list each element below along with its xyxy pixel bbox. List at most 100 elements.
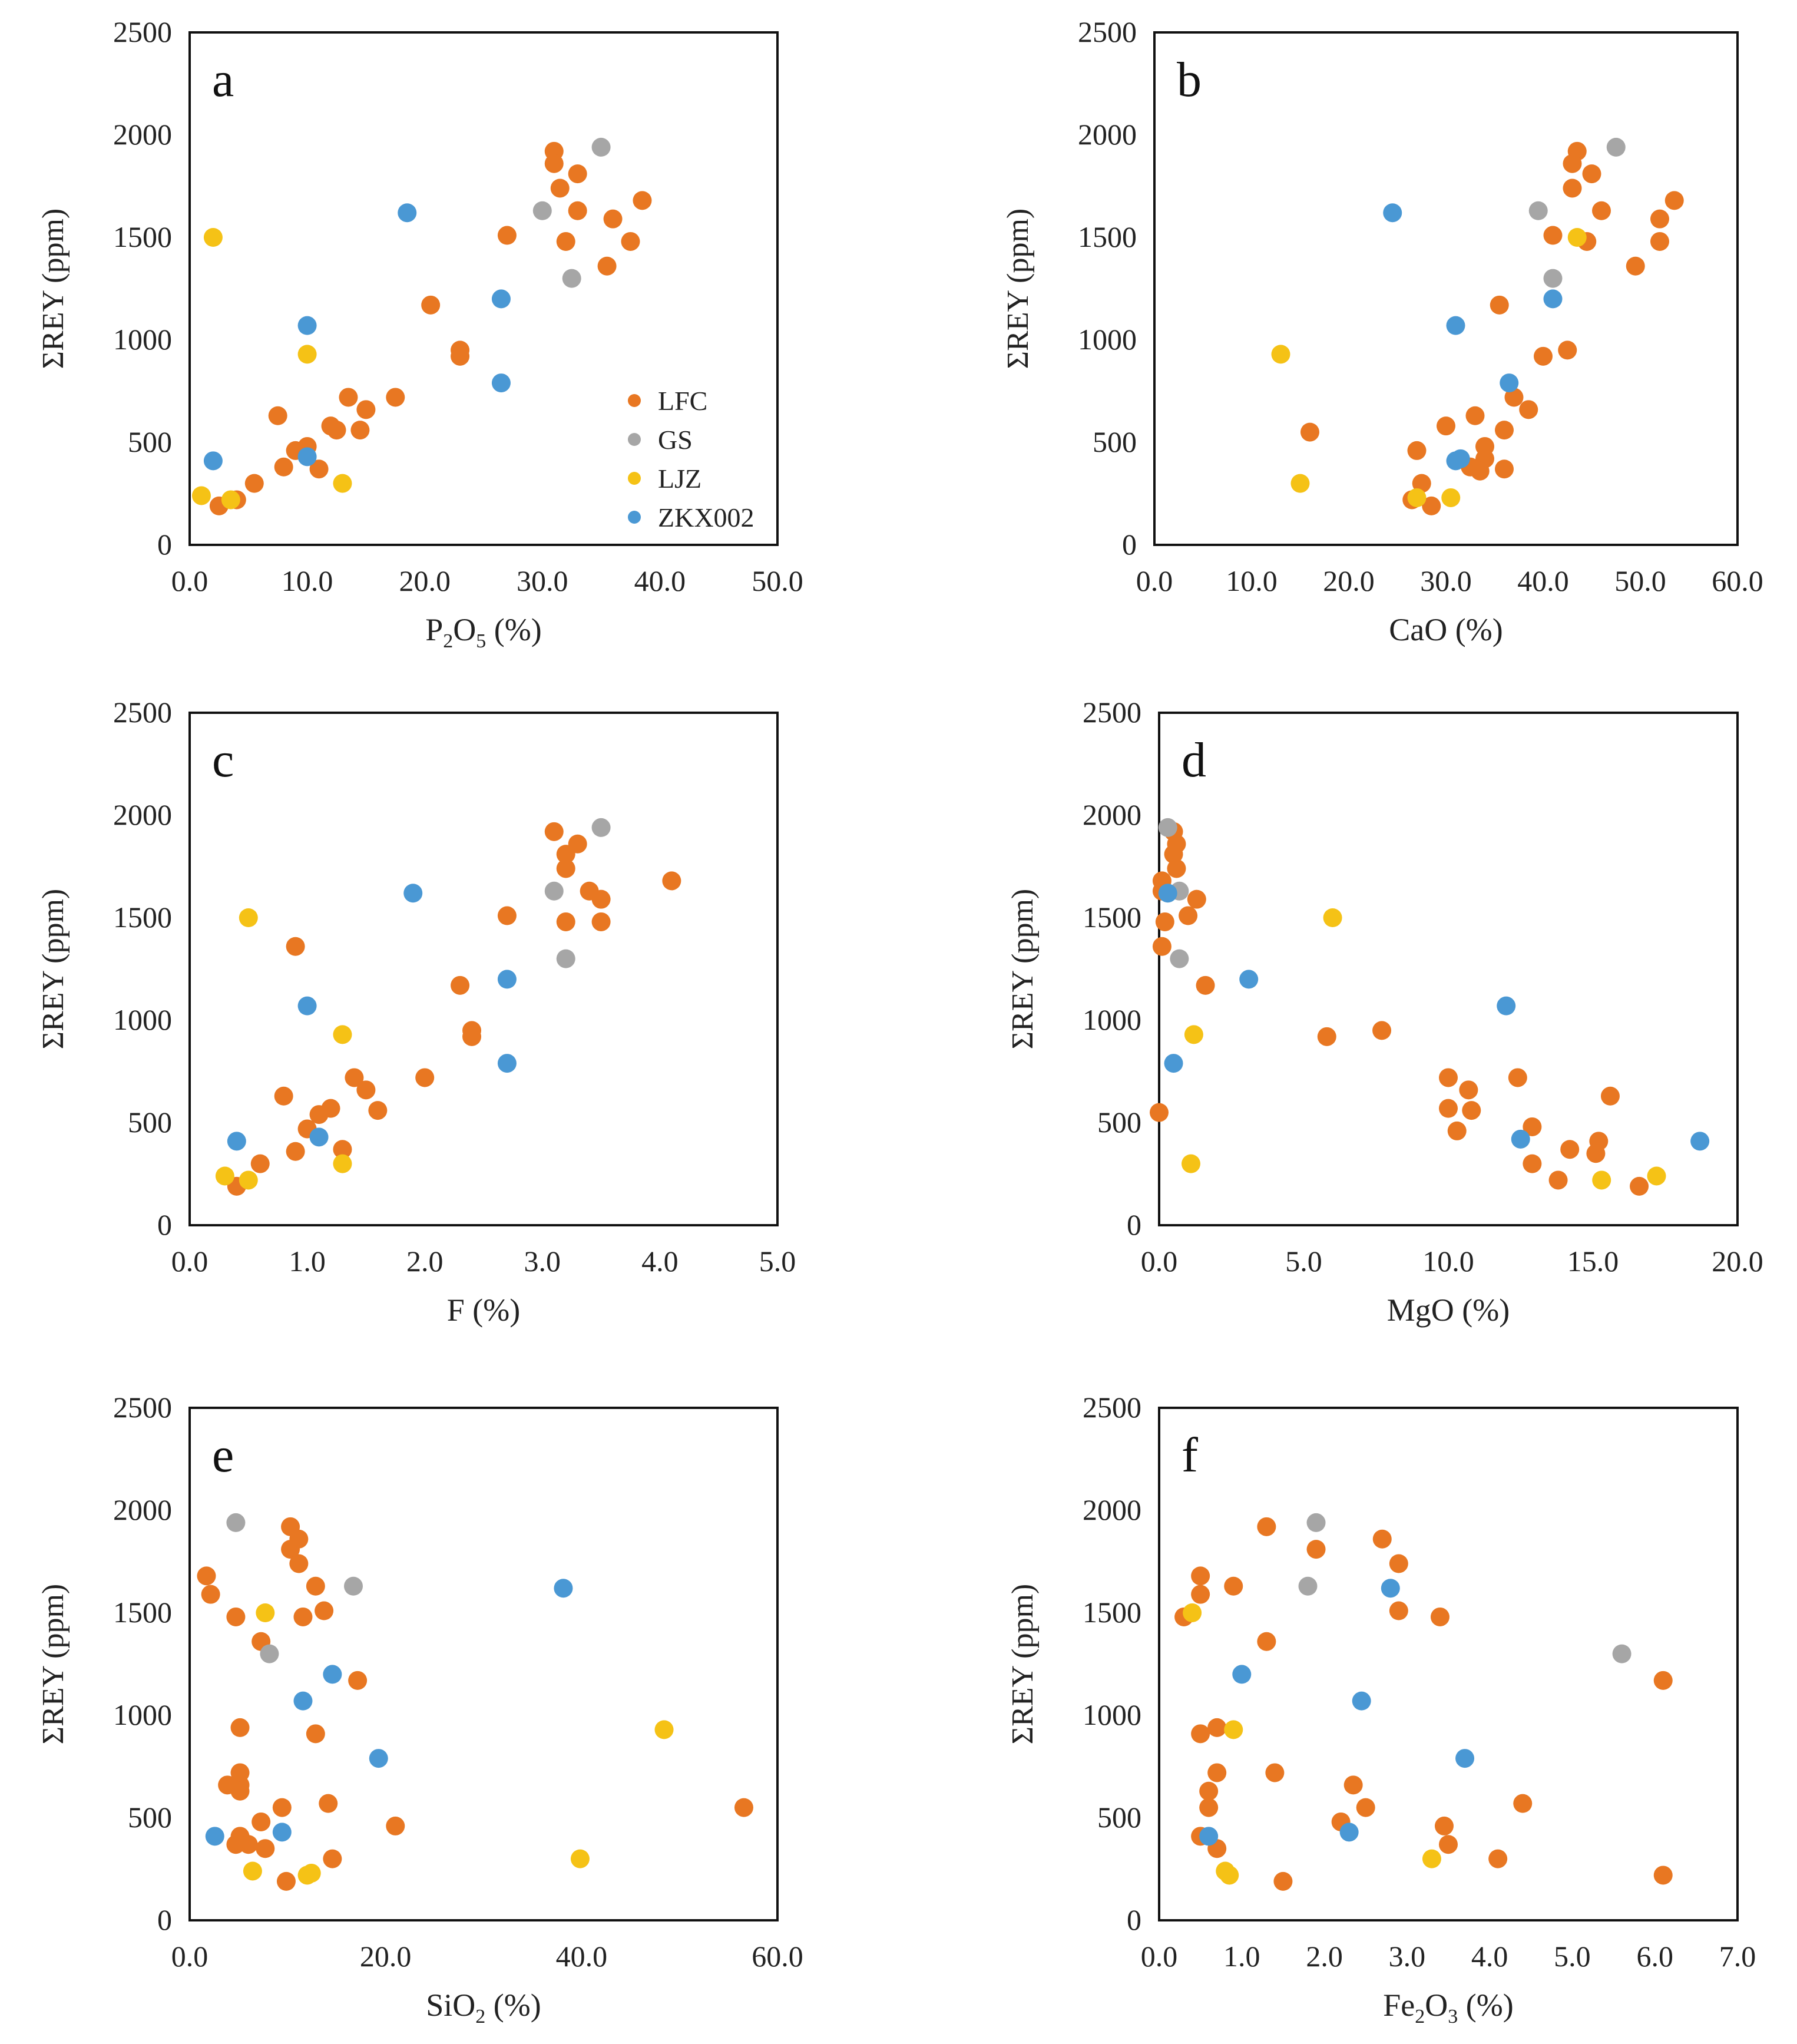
legend-marker-gs — [628, 433, 641, 446]
data-point-lfc — [633, 191, 652, 210]
panel-label: a — [212, 52, 234, 107]
data-point-gs — [562, 269, 581, 288]
series-zkx002 — [1158, 884, 1710, 1151]
data-point-lfc — [1439, 1099, 1458, 1118]
plot-frame — [188, 1407, 779, 1921]
data-point-lfc — [1356, 1798, 1375, 1817]
x-tick-label: 0.0 — [1136, 564, 1173, 597]
y-tick-label: 1000 — [113, 323, 172, 356]
series-gs — [1158, 818, 1189, 968]
data-point-lfc — [1630, 1176, 1649, 1196]
data-point-ljz — [243, 1861, 262, 1881]
data-point-lfc — [1563, 178, 1582, 198]
y-tick-label: 2500 — [113, 1391, 172, 1424]
data-point-lfc — [544, 154, 564, 173]
y-tick-label: 2000 — [113, 1493, 172, 1526]
data-point-lfc — [1155, 912, 1174, 931]
data-point-lfc — [556, 231, 575, 251]
data-point-lfc — [230, 1718, 250, 1737]
data-point-lfc — [1495, 421, 1514, 440]
data-point-lfc — [621, 231, 640, 251]
data-point-lfc — [356, 1080, 376, 1100]
x-tick-label: 2.0 — [1306, 1940, 1343, 1973]
data-point-zkx002 — [1381, 1579, 1400, 1598]
data-point-lfc — [1543, 226, 1563, 245]
y-tick-label: 500 — [128, 425, 172, 458]
data-point-lfc — [1459, 1080, 1478, 1100]
legend-marker-lfc — [628, 394, 641, 407]
data-point-lfc — [333, 1140, 352, 1159]
data-point-zkx002 — [297, 316, 317, 335]
x-tick-label: 10.0 — [1226, 564, 1278, 597]
data-point-lfc — [289, 1554, 309, 1573]
data-point-ljz — [333, 474, 352, 493]
data-point-ljz — [1183, 1603, 1202, 1622]
series-gs — [1528, 137, 1626, 288]
y-tick-label: 2500 — [113, 696, 172, 729]
data-point-ljz — [1224, 1720, 1243, 1739]
data-point-zkx002 — [497, 1054, 517, 1073]
x-axis-label: CaO (%) — [1389, 612, 1503, 647]
data-point-lfc — [603, 209, 623, 229]
y-tick-label: 500 — [1093, 425, 1137, 458]
data-point-zkx002 — [1543, 289, 1563, 309]
data-point-gs — [1606, 137, 1626, 157]
x-axis-label: SiO2 (%) — [426, 1987, 541, 2028]
data-point-lfc — [323, 1849, 342, 1868]
data-point-lfc — [1563, 154, 1582, 173]
data-point-lfc — [597, 256, 617, 276]
data-point-lfc — [230, 1781, 250, 1801]
data-point-lfc — [1273, 1871, 1293, 1891]
legend-label: LFC — [658, 386, 707, 416]
x-tick-label: 0.0 — [171, 1940, 209, 1973]
y-tick-label: 0 — [1122, 528, 1137, 561]
data-point-lfc — [1523, 1117, 1542, 1136]
y-tick-label: 2000 — [1083, 798, 1141, 831]
plot-frame — [188, 31, 779, 546]
y-tick-label: 2500 — [1083, 1391, 1141, 1424]
legend-label: ZKX002 — [658, 502, 754, 533]
data-point-lfc — [1191, 1724, 1210, 1744]
data-point-zkx002 — [1232, 1665, 1252, 1684]
x-axis-label: P2O5 (%) — [425, 612, 542, 652]
data-point-lfc — [1664, 191, 1684, 210]
data-point-lfc — [309, 1105, 329, 1124]
series-zkx002 — [227, 884, 517, 1151]
data-point-lfc — [1653, 1866, 1673, 1885]
x-tick-label: 30.0 — [517, 564, 568, 597]
data-point-lfc — [239, 1835, 258, 1854]
y-tick-label: 1000 — [1083, 1003, 1141, 1036]
data-point-ljz — [1323, 908, 1342, 927]
data-point-zkx002 — [491, 373, 511, 393]
panel-label: c — [212, 733, 234, 788]
x-tick-label: 5.0 — [759, 1245, 796, 1278]
y-tick-label: 500 — [1097, 1106, 1141, 1139]
data-point-lfc — [250, 1154, 270, 1173]
data-point-zkx002 — [1383, 203, 1402, 223]
data-point-lfc — [1150, 1103, 1169, 1122]
data-point-lfc — [1412, 474, 1431, 493]
y-tick-label: 0 — [157, 1208, 172, 1241]
panel-label: b — [1177, 52, 1202, 107]
data-point-lfc — [274, 1086, 293, 1106]
data-point-ljz — [1184, 1025, 1203, 1044]
data-point-gs — [1158, 818, 1177, 837]
data-point-lfc — [1152, 937, 1171, 956]
y-tick-label: 2000 — [113, 118, 172, 151]
data-point-zkx002 — [1497, 996, 1516, 1016]
data-point-zkx002 — [1158, 884, 1177, 903]
x-tick-label: 50.0 — [1614, 564, 1666, 597]
x-tick-label: 50.0 — [752, 564, 803, 597]
data-point-zkx002 — [297, 996, 317, 1016]
data-point-lfc — [1470, 461, 1490, 481]
data-point-lfc — [1508, 1068, 1527, 1087]
data-point-lfc — [544, 822, 564, 841]
data-point-lfc — [497, 906, 517, 925]
y-tick-label: 1500 — [1083, 901, 1141, 934]
data-point-lfc — [1430, 1607, 1449, 1626]
data-point-lfc — [1488, 1849, 1508, 1868]
x-tick-label: 40.0 — [634, 564, 686, 597]
y-axis-label: ΣREY (ppm) — [37, 1584, 70, 1744]
y-tick-label: 1500 — [1078, 220, 1137, 253]
y-tick-label: 2000 — [1078, 118, 1137, 151]
